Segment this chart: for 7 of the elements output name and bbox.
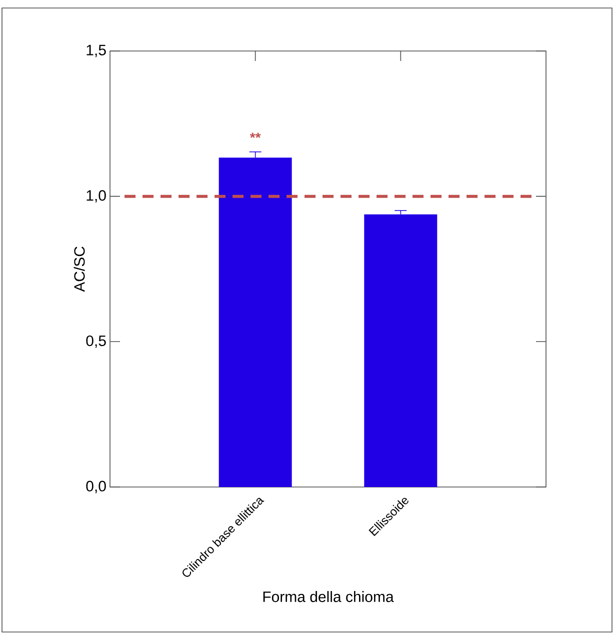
y-tick-label: 0,5 [86, 335, 106, 348]
y-axis-title: AC/SC [74, 246, 85, 292]
annotation: ** [250, 132, 261, 138]
y-tick-label: 1,5 [86, 44, 106, 58]
x-axis-title: Forma della chioma [263, 591, 394, 602]
y-tick-label: 1,0 [86, 190, 106, 203]
y-tick-label: 0,0 [86, 480, 106, 494]
